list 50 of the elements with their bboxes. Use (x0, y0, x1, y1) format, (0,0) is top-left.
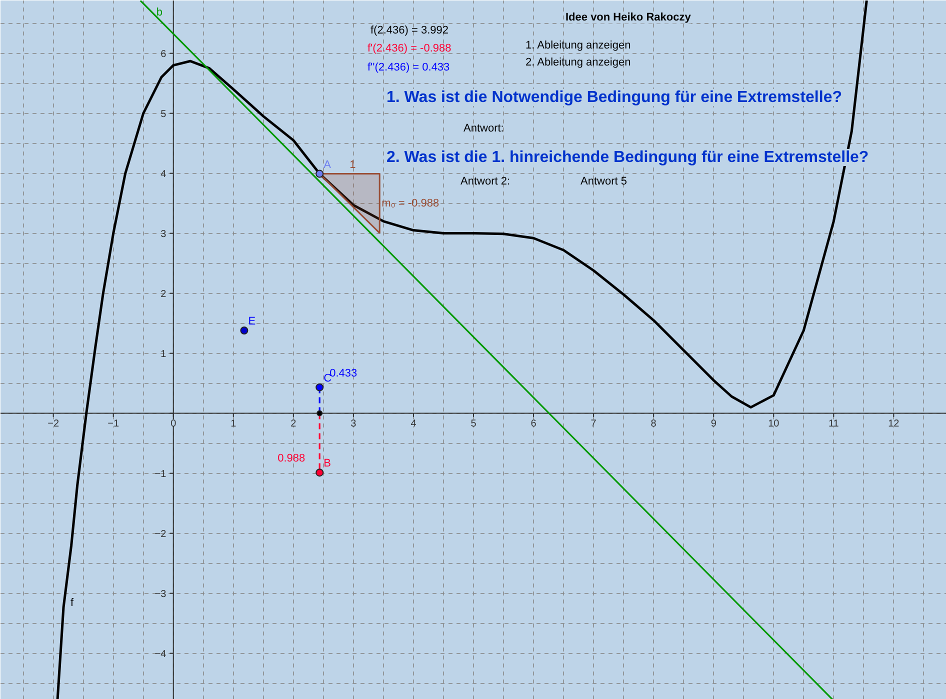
x-tick-label: 9 (710, 418, 717, 430)
y-tick-label: −3 (154, 588, 167, 600)
annotation: Idee von Heiko Rakoczy (566, 12, 692, 24)
x-tick-label: 6 (530, 418, 537, 430)
annotation: Antwort: (464, 122, 504, 134)
annotation: 1. Ableitung anzeigen (526, 40, 631, 52)
annotation: 0.988 (278, 452, 306, 465)
annotation: f'(2.436) = -0.988 (368, 42, 452, 54)
annotation: Antwort 5 (580, 176, 627, 188)
point (316, 468, 324, 477)
x-tick-label: 1 (230, 418, 237, 430)
y-tick-label: 2 (160, 288, 167, 300)
x-tick-label: 4 (410, 418, 417, 430)
point (316, 410, 323, 416)
x-tick-label: 10 (768, 418, 780, 430)
y-tick-label: 1 (160, 348, 167, 360)
point (240, 326, 248, 334)
x-tick-label: 8 (650, 418, 657, 430)
x-tick-label: 7 (590, 418, 597, 430)
annotation: 2. Ableitung anzeigen (526, 56, 631, 68)
x-tick-label: 5 (470, 418, 477, 430)
annotation: f''(2.436) = 0.433 (368, 62, 450, 74)
y-tick-label: 5 (160, 108, 167, 120)
x-tick-label: 0 (170, 418, 177, 430)
y-tick-label: 6 (160, 48, 167, 60)
x-tick-label: 12 (888, 418, 900, 430)
annotation: 0.433 (330, 367, 358, 380)
point (316, 383, 324, 392)
x-tick-label: 3 (350, 418, 357, 430)
point (316, 170, 324, 178)
y-tick-label: 3 (160, 228, 167, 240)
annotation: 1. Was ist die Notwendige Bedingung für eine Extremstelle? (386, 89, 842, 106)
x-tick-label: −1 (108, 418, 120, 430)
annotation: E (248, 316, 256, 328)
annotation: f (70, 597, 75, 610)
annotation: f(2.436) = 3.992 (370, 24, 448, 36)
y-tick-label: −1 (154, 468, 167, 480)
annotation: 1 (350, 158, 356, 171)
annotation: A (324, 158, 332, 171)
x-tick-label: 2 (290, 418, 297, 430)
x-tick-label: 11 (828, 418, 840, 430)
annotation: B (324, 458, 331, 470)
y-tick-label: 4 (160, 168, 167, 180)
annotation: Antwort 2: (460, 176, 510, 188)
y-tick-label: −4 (154, 648, 167, 660)
annotation: b (156, 6, 162, 18)
annotation: m₀ = -0.988 (382, 197, 440, 210)
annotation: 2. Was ist die 1. hinreichende Bedingung für eine Extremstelle? (386, 149, 869, 166)
x-tick-label: −2 (48, 418, 60, 430)
y-tick-label: −2 (154, 528, 167, 540)
